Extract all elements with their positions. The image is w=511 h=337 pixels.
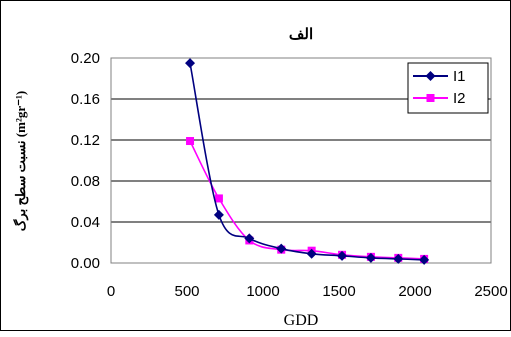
- plot-border: [110, 57, 492, 264]
- x-tick-label: 1000: [246, 283, 279, 300]
- grid-lines: [111, 98, 491, 223]
- y-tick-label: 0.12: [71, 132, 100, 149]
- series-layer: [185, 58, 430, 265]
- y-tick-label: 0.20: [71, 50, 100, 67]
- data-point-i2: [214, 194, 223, 203]
- y-tick-label: 0.16: [71, 91, 100, 108]
- x-tick-label: 500: [174, 283, 199, 300]
- y-tick-label: 0.08: [71, 173, 100, 190]
- data-point-i1: [306, 248, 317, 259]
- y-axis-label: (m²gr⁻¹) نسبت سطح برگ: [12, 91, 29, 231]
- y-tick-label: 0.04: [71, 214, 100, 231]
- legend-label-i1: I1: [453, 68, 466, 85]
- data-point-i1: [419, 254, 430, 265]
- x-tick-label: 0: [107, 283, 115, 300]
- data-point-i1: [337, 250, 348, 261]
- x-axis-label: GDD: [284, 312, 319, 329]
- data-point-i2: [186, 137, 195, 146]
- tick-labels: 0.00 0.04 0.08 0.12 0.16 0.20 0 500 1000 1500 2000…: [71, 50, 508, 300]
- legend-marker-i2: [426, 94, 435, 102]
- data-point-i1: [365, 252, 376, 263]
- x-tick-label: 1500: [322, 283, 355, 300]
- legend-label-i2: I2: [453, 90, 466, 107]
- data-point-i1: [393, 253, 404, 264]
- x-tick-label: 2500: [474, 283, 507, 300]
- chart-title: الف: [289, 26, 313, 43]
- legend: I1 I2: [407, 62, 489, 114]
- legend-marker-i1: [425, 71, 436, 81]
- data-point-i1: [276, 243, 287, 254]
- legend-box: [407, 62, 489, 114]
- data-point-i1: [244, 233, 255, 244]
- data-point-i1: [185, 58, 196, 69]
- y-tick-label: 0.00: [71, 255, 100, 272]
- data-point-i1: [213, 209, 224, 220]
- x-tick-label: 2000: [398, 283, 431, 300]
